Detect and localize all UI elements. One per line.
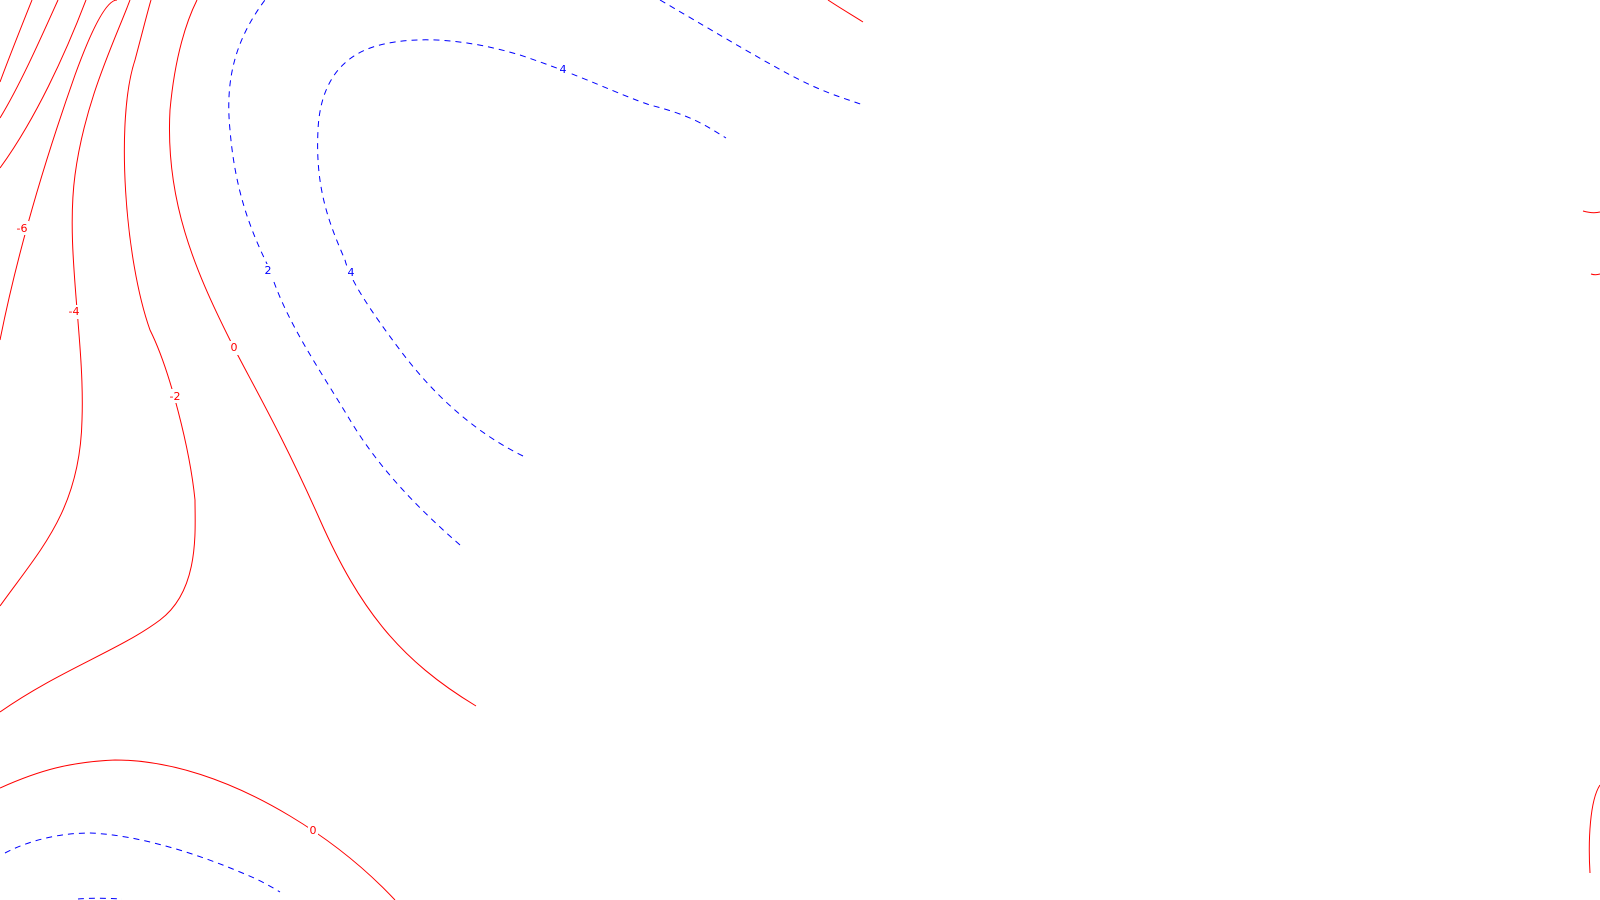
contour-label-neg6-text: -6 [17, 222, 28, 235]
contour-line-pos-lower [4, 832, 281, 893]
contour-line-fragment-right-1 [1582, 210, 1600, 214]
contour-label-neg6: -6 [15, 221, 29, 235]
contour-line-fragment-right-3 [1588, 784, 1600, 874]
contour-label-zero-upper: 0 [229, 341, 239, 355]
contour-line-pos-fragment-top [659, 0, 864, 106]
contour-label-neg4: -4 [67, 305, 81, 319]
contour-line-neg4 [0, 0, 131, 607]
contour-line-pos4 [317, 39, 727, 457]
contour-line-neg6 [0, 0, 118, 341]
contour-label-pos4-top: 4 [558, 63, 568, 77]
contour-label-zero-upper-text: 0 [231, 341, 238, 354]
contour-line-pos-lower-fragment [77, 897, 123, 900]
contour-label-zero-lower: 0 [308, 824, 318, 838]
contour-line-neg-steep-3 [0, 0, 87, 169]
contour-line-fragment-top [827, 0, 864, 23]
contour-label-neg2: -2 [168, 389, 182, 403]
contour-label-zero-lower-text: 0 [310, 824, 317, 837]
contour-label-pos2: 2 [263, 264, 273, 278]
contour-label-pos4-left-text: 4 [348, 266, 355, 279]
contour-line-pos2 [228, 0, 461, 546]
contour-line-zero-lower [0, 759, 396, 900]
contour-line-fragment-right-2 [1590, 273, 1600, 276]
contour-label-pos4-left: 4 [346, 266, 356, 280]
contour-label-neg4-text: -4 [69, 305, 80, 318]
contour-line-neg-steep-2 [0, 0, 59, 119]
contour-line-neg2 [0, 0, 196, 713]
contour-label-neg2-text: -2 [170, 390, 181, 403]
contour-label-pos4-top-text: 4 [560, 63, 567, 76]
contour-line-neg-steep-1 [0, 0, 33, 83]
contour-label-pos2-text: 2 [265, 264, 272, 277]
